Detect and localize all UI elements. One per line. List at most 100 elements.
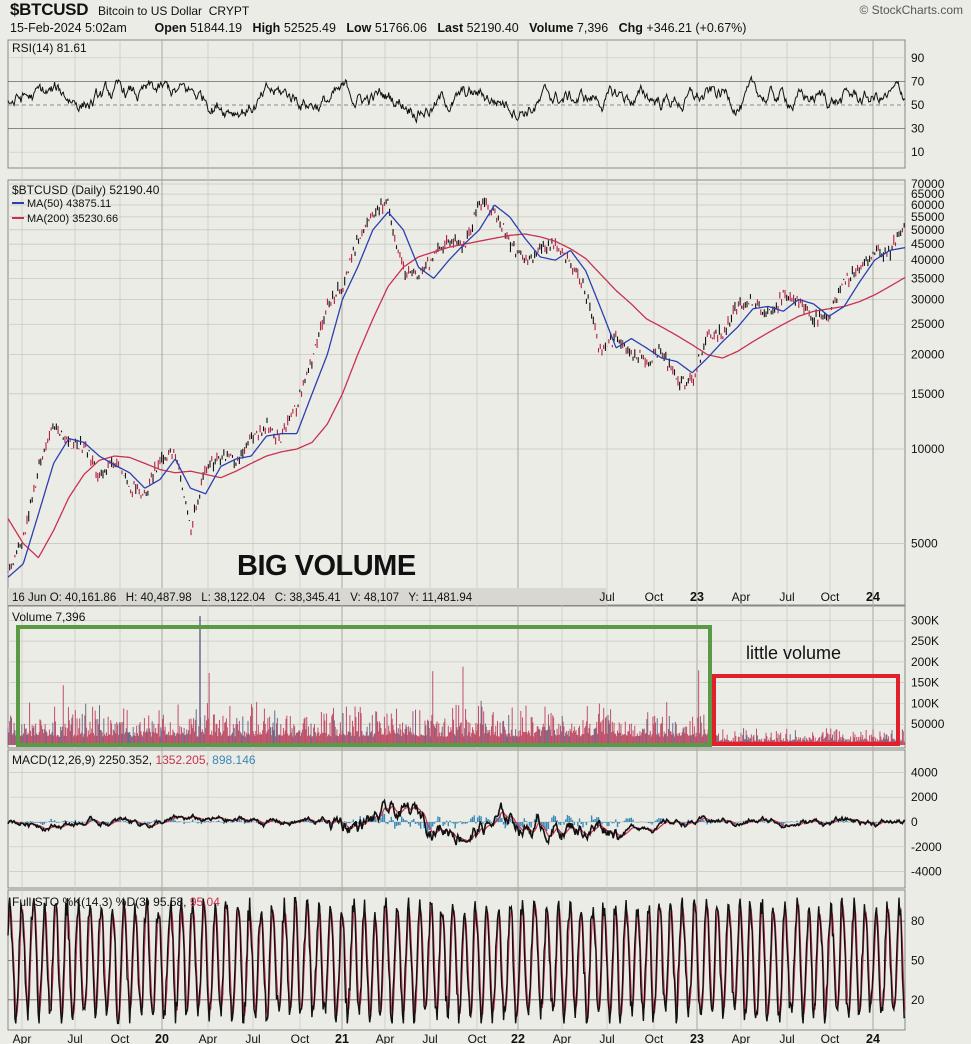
chg-label: Chg (618, 21, 643, 35)
x-axis-label: Jul (779, 1032, 794, 1044)
high-value: 52525.49 (283, 21, 336, 35)
x-axis-label: Apr (13, 1032, 32, 1044)
rsi-tick-label: 10 (911, 145, 925, 159)
open-value: 51844.19 (189, 21, 243, 35)
x-axis-label: Jul (599, 1032, 614, 1044)
volume-tick-label: 150K (911, 676, 939, 690)
hover-readout-bg (8, 588, 606, 605)
x-axis-label: Apr (553, 1032, 572, 1044)
macd-label-signal: 1352.205, (155, 753, 208, 767)
x-axis-label: 23 (690, 1032, 704, 1044)
price-tick-label: 60000 (911, 198, 945, 212)
last-label: Last (437, 21, 464, 35)
sto-label-d: 95.04 (190, 895, 220, 909)
symbol-title: $BTCUSD (10, 0, 89, 19)
rsi-panel[interactable] (7, 74, 906, 125)
little-volume-box (712, 674, 900, 746)
rsi-label: RSI(14) 81.61 (12, 41, 87, 55)
last-value: 52190.40 (466, 21, 519, 35)
volume-tick-label: 50000 (911, 717, 945, 731)
macd-tick-label: 4000 (911, 765, 938, 779)
rsi-tick-label: 90 (911, 51, 925, 65)
rsi-tick-label: 50 (911, 98, 925, 112)
panel-frame-rsi (7, 39, 906, 169)
volume-tick-label: 300K (911, 613, 939, 627)
panel-frame-price (7, 179, 906, 606)
y-axis-ticks: 7000065000600005500050000450004000035000… (911, 51, 945, 1007)
macd-tick-label: -4000 (911, 865, 942, 879)
low-label: Low (346, 21, 372, 35)
price-tick-label: 5000 (911, 536, 938, 550)
volume-tick-label: 200K (911, 655, 939, 669)
sto-tick-label: 80 (911, 914, 925, 928)
high-label: High (252, 21, 281, 35)
exchange-text: CRYPT (208, 4, 250, 18)
price-tick-label: 35000 (911, 271, 945, 285)
price-tick-label: 40000 (911, 253, 945, 267)
price-month-label: Oct (645, 590, 664, 604)
rsi-line (7, 74, 906, 125)
x-axis-label: Apr (376, 1032, 395, 1044)
volume-value: 7,396 (576, 21, 609, 35)
x-axis-label: Oct (645, 1032, 664, 1044)
little-volume-annotation: little volume (746, 643, 841, 663)
price-tick-label: 45000 (911, 237, 945, 251)
price-label: $BTCUSD (Daily) 52190.40 (12, 183, 160, 197)
sto-d-line (7, 900, 906, 1023)
symbol-description: Bitcoin to US Dollar CRYPT (98, 4, 249, 18)
sto-k-line (7, 896, 906, 1025)
volume-label: Volume (529, 21, 574, 35)
macd-panel[interactable] (7, 798, 906, 846)
x-axis-label: Oct (821, 1032, 840, 1044)
macd-tick-label: 2000 (911, 790, 938, 804)
price-panel[interactable] (7, 197, 906, 578)
x-axis-label: Jul (67, 1032, 82, 1044)
open-label: Open (154, 21, 187, 35)
ma200-label: MA(200) 35230.66 (27, 213, 118, 225)
macd-label: MACD(12,26,9) 2250.352, 1352.205, 898.14… (12, 753, 256, 767)
x-axis-label: 22 (511, 1032, 525, 1044)
price-month-labels: Jul Oct 23 Apr Jul Oct 24 (599, 590, 880, 604)
ma50-label: MA(50) 43875.11 (27, 198, 111, 210)
sto-panel[interactable] (7, 896, 906, 1025)
rsi-tick-label: 30 (911, 122, 925, 136)
sto-label: Full STO %K(14,3) %D(3) 95.58, 95.04 (12, 895, 220, 909)
price-tick-label: 10000 (911, 442, 945, 456)
description-text: Bitcoin to US Dollar (98, 4, 203, 18)
price-tick-label: 70000 (911, 177, 945, 191)
price-tick-label: 65000 (911, 187, 945, 201)
x-axis-label: Apr (732, 1032, 751, 1044)
x-axis-label: Oct (111, 1032, 130, 1044)
rsi-tick-label: 70 (911, 74, 925, 88)
date-text: 15-Feb-2024 5:02am (10, 21, 127, 35)
price-tick-label: 55000 (911, 210, 945, 224)
price-tick-label: 50000 (911, 223, 945, 237)
brand-logo[interactable]: © StockCharts.com (859, 3, 963, 17)
chart-header: $BTCUSD Bitcoin to US Dollar CRYPT © Sto… (0, 0, 971, 38)
ma200-line (7, 233, 906, 559)
ohlc-summary: 15-Feb-2024 5:02am Open 51844.19 High 52… (10, 21, 746, 35)
hover-readout: 16 Jun O: 40,161.86 H: 40,487.98 L: 38,1… (12, 592, 473, 604)
volume-label: Volume 7,396 (12, 610, 86, 624)
sto-label-main: Full STO %K(14,3) %D(3) 95.58, (12, 895, 187, 909)
x-axis-label: Oct (291, 1032, 310, 1044)
big-volume-annotation: BIG VOLUME (237, 550, 416, 582)
volume-tick-label: 100K (911, 696, 939, 710)
x-axis-label: 21 (335, 1032, 349, 1044)
big-volume-box (16, 625, 712, 747)
low-value: 51766.06 (374, 21, 427, 35)
macd-label-hist: 898.146 (212, 753, 256, 767)
price-month-label: Apr (732, 590, 751, 604)
sto-tick-label: 50 (911, 954, 925, 968)
ma50-line (7, 204, 906, 578)
price-month-label: Jul (599, 590, 614, 604)
macd-line (7, 798, 906, 846)
volume-tick-label: 250K (911, 634, 939, 648)
x-axis-label: Oct (468, 1032, 487, 1044)
price-tick-label: 15000 (911, 387, 945, 401)
sto-tick-label: 20 (911, 993, 925, 1007)
x-axis-label: 20 (155, 1032, 169, 1044)
grid-lines (8, 40, 905, 1030)
x-axis-label: 24 (866, 1032, 880, 1044)
